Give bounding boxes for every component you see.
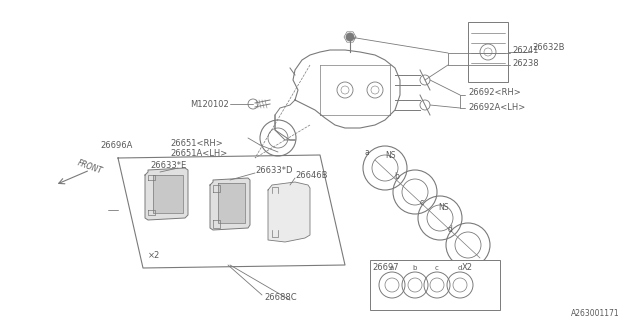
Polygon shape xyxy=(145,168,188,220)
Text: A263001171: A263001171 xyxy=(572,308,620,317)
Text: 26241: 26241 xyxy=(512,45,538,54)
Text: 26633*E: 26633*E xyxy=(150,161,186,170)
Text: ×2: ×2 xyxy=(148,251,160,260)
Circle shape xyxy=(346,33,354,41)
Polygon shape xyxy=(268,182,310,242)
Text: b: b xyxy=(413,265,417,271)
Polygon shape xyxy=(210,178,250,230)
Text: 26633*D: 26633*D xyxy=(255,165,292,174)
Text: 26646B: 26646B xyxy=(295,171,328,180)
Text: a: a xyxy=(390,265,394,271)
Text: 26692A<LH>: 26692A<LH> xyxy=(468,102,525,111)
Text: FRONT: FRONT xyxy=(76,159,104,176)
Bar xyxy=(468,22,508,82)
Text: 26688C: 26688C xyxy=(264,293,296,302)
Text: M120102: M120102 xyxy=(190,100,228,108)
Text: X2: X2 xyxy=(462,263,473,273)
Polygon shape xyxy=(218,183,245,223)
Polygon shape xyxy=(153,175,183,213)
Text: 26651<RH>: 26651<RH> xyxy=(170,139,223,148)
Text: a: a xyxy=(365,148,369,156)
Text: c: c xyxy=(420,197,424,206)
Text: c: c xyxy=(435,265,439,271)
Text: b: b xyxy=(395,172,399,180)
Text: d: d xyxy=(458,265,462,271)
Text: 26238: 26238 xyxy=(512,59,539,68)
Text: NS: NS xyxy=(385,150,396,159)
Text: NS: NS xyxy=(438,203,449,212)
Text: 26696A: 26696A xyxy=(100,140,132,149)
Text: 26632B: 26632B xyxy=(532,43,564,52)
Text: 26651A<LH>: 26651A<LH> xyxy=(170,148,227,157)
Bar xyxy=(370,260,500,310)
Text: 26692<RH>: 26692<RH> xyxy=(468,87,521,97)
Text: d: d xyxy=(447,225,452,234)
Text: 26697: 26697 xyxy=(372,263,399,273)
